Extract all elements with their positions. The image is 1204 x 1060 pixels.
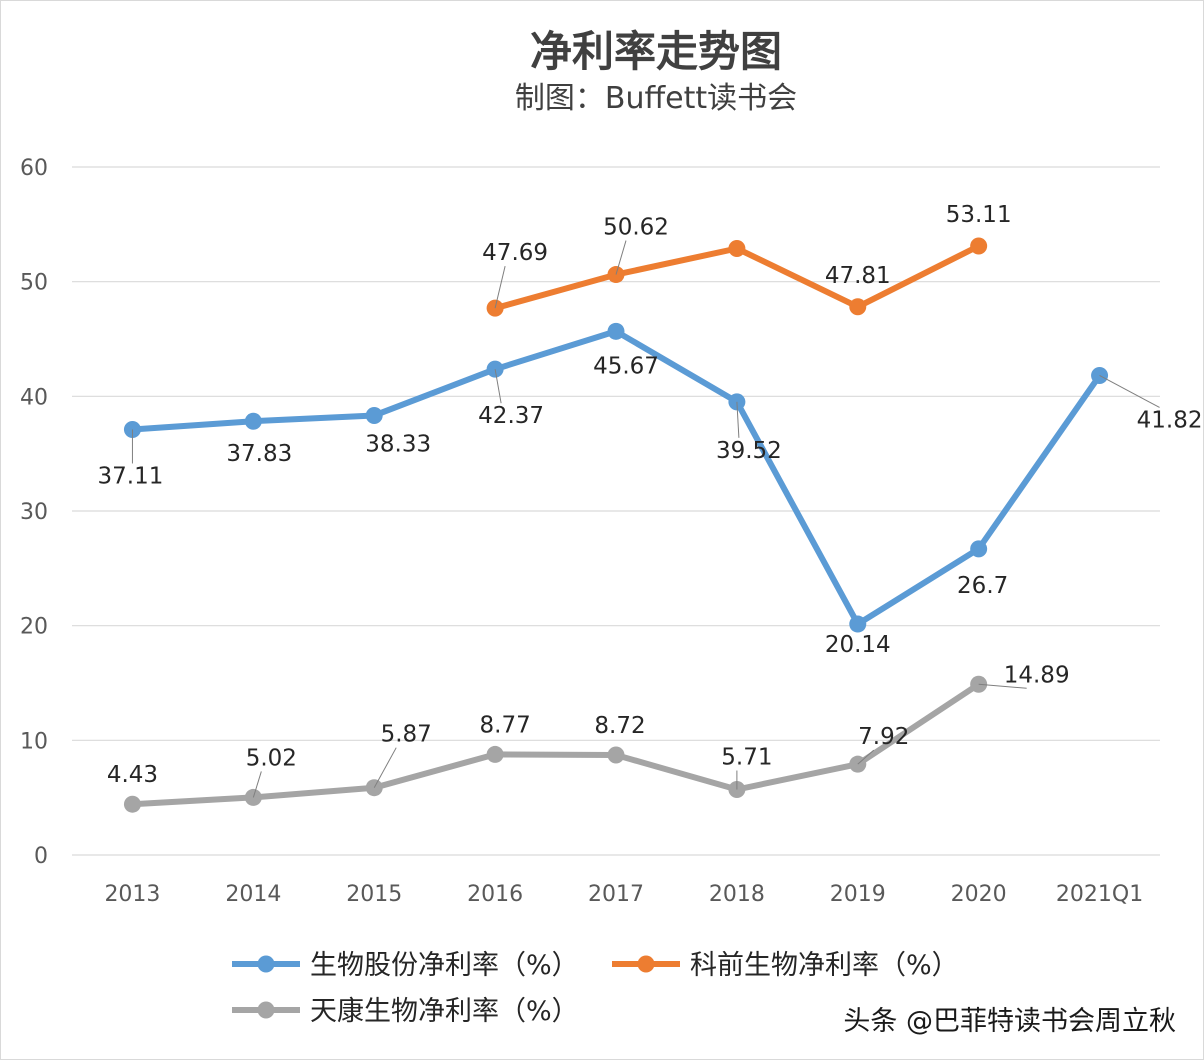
- x-tick-label: 2021Q1: [1056, 882, 1143, 907]
- data-label: 47.81: [825, 263, 891, 289]
- data-label: 8.77: [480, 712, 531, 738]
- data-point: [123, 795, 141, 813]
- watermark-text: 头条 @巴菲特读书会周立秋: [843, 1006, 1176, 1037]
- x-tick-label: 2015: [346, 882, 402, 907]
- chart-subtitle: 制图：Buffett读书会: [515, 81, 797, 116]
- legend-label: 天康生物净利率（%）: [310, 996, 579, 1027]
- legend-label: 生物股份净利率（%）: [310, 950, 579, 981]
- label-leader-line: [978, 683, 1027, 689]
- series-line: [129, 681, 982, 808]
- data-label: 53.11: [946, 202, 1012, 228]
- legend-item-2: 天康生物净利率（%）: [232, 996, 579, 1027]
- data-label: 5.71: [721, 745, 772, 771]
- data-label: 14.89: [1004, 662, 1070, 688]
- data-point: [607, 746, 625, 764]
- y-tick-label: 0: [34, 844, 48, 869]
- x-tick-label: 2019: [830, 882, 886, 907]
- data-label: 5.02: [246, 745, 297, 771]
- y-tick-label: 40: [20, 385, 48, 410]
- x-tick-label: 2018: [709, 882, 765, 907]
- y-tick-label: 10: [20, 729, 48, 754]
- data-point: [970, 237, 988, 255]
- x-tick-label: 2016: [467, 882, 523, 907]
- label-leader-line: [494, 369, 502, 404]
- data-label: 7.92: [858, 724, 909, 750]
- data-point: [970, 540, 988, 558]
- label-leader-line: [857, 749, 875, 765]
- data-label: 8.72: [594, 713, 645, 739]
- label-leader-line: [252, 771, 262, 798]
- data-label: 5.87: [381, 722, 432, 748]
- legend-item-1: 科前生物净利率（%）: [612, 950, 959, 981]
- data-label: 20.14: [825, 632, 891, 658]
- x-tick-label: 2017: [588, 882, 644, 907]
- data-label: 42.37: [478, 403, 544, 429]
- data-point: [849, 298, 867, 316]
- y-tick-label: 50: [20, 271, 48, 296]
- x-axis-ticks: 2013 2014 2015 2016 2017 2018 2019 2020 2021Q1: [104, 882, 1143, 907]
- x-tick-label: 2020: [951, 882, 1007, 907]
- label-leader-line: [1099, 375, 1160, 408]
- x-tick-label: 2013: [104, 882, 160, 907]
- data-label: 50.62: [603, 215, 669, 241]
- label-leader-line: [373, 747, 397, 788]
- data-point: [849, 615, 867, 633]
- legend: 生物股份净利率（%） 科前生物净利率（%） 天康生物净利率（%）: [232, 950, 959, 1027]
- data-point: [607, 322, 625, 340]
- label-leader-line: [494, 266, 506, 309]
- data-label: 37.11: [98, 463, 164, 489]
- legend-swatch-marker: [637, 955, 655, 973]
- data-label: 4.43: [107, 762, 158, 788]
- y-tick-label: 60: [20, 156, 48, 181]
- label-leader-line: [615, 240, 627, 275]
- data-label: 45.67: [593, 353, 659, 379]
- y-axis-ticks: 0 10 20 30 40 50 60: [20, 156, 48, 869]
- data-point: [365, 406, 383, 424]
- label-leader-line: [736, 401, 740, 438]
- y-tick-label: 20: [20, 615, 48, 640]
- legend-swatch-marker: [257, 1001, 275, 1019]
- y-tick-label: 30: [20, 500, 48, 525]
- chart-title: 净利率走势图: [530, 27, 782, 76]
- data-label: 41.82: [1137, 407, 1203, 433]
- series-1: [486, 237, 988, 317]
- legend-swatch-marker: [257, 955, 275, 973]
- legend-item-0: 生物股份净利率（%）: [232, 950, 579, 981]
- data-point: [486, 745, 504, 763]
- legend-label: 科前生物净利率（%）: [690, 950, 959, 981]
- data-point: [728, 240, 746, 258]
- data-label-layer: 37.11 37.83 38.33 42.37 45.67 39.52 20.14 26.7 4…: [98, 202, 1203, 798]
- data-label: 37.83: [226, 441, 292, 467]
- data-point: [244, 412, 262, 430]
- data-point: [244, 788, 262, 806]
- data-label: 38.33: [365, 431, 431, 457]
- x-tick-label: 2014: [225, 882, 281, 907]
- series-2: [123, 675, 988, 813]
- data-label: 26.7: [957, 573, 1008, 599]
- data-label: 47.69: [482, 240, 548, 266]
- data-label: 39.52: [716, 438, 782, 464]
